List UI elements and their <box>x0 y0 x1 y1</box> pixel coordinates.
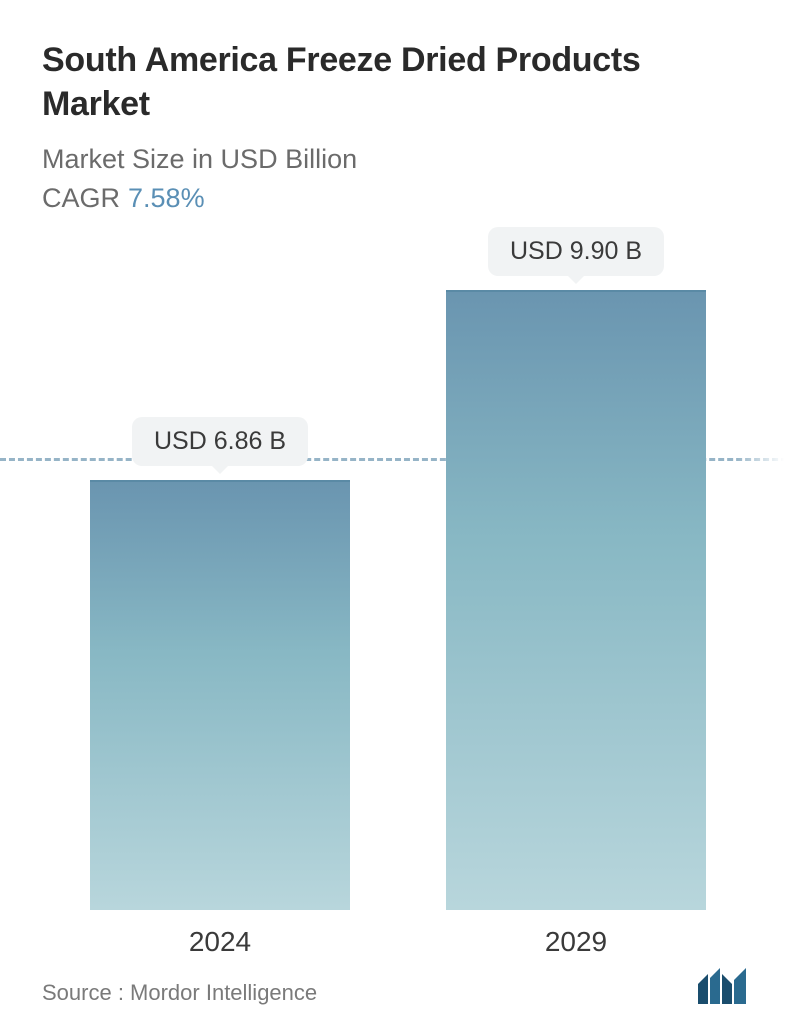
cagr-value: 7.58% <box>128 183 205 213</box>
chart-area: USD 6.86 B 2024 USD 9.90 B 2029 <box>0 260 796 910</box>
cagr-row: CAGR 7.58% <box>42 183 754 214</box>
footer: Source : Mordor Intelligence <box>42 966 754 1006</box>
chart-subtitle: Market Size in USD Billion <box>42 144 754 175</box>
year-label-0: 2024 <box>189 926 251 958</box>
bar-group-1: USD 9.90 B 2029 <box>446 227 706 910</box>
bars-wrap: USD 6.86 B 2024 USD 9.90 B 2029 <box>42 260 754 910</box>
value-badge-0: USD 6.86 B <box>132 417 308 466</box>
bar-0 <box>90 480 350 910</box>
bar-1 <box>446 290 706 910</box>
source-text: Source : Mordor Intelligence <box>42 980 317 1006</box>
chart-title: South America Freeze Dried Products Mark… <box>42 38 754 126</box>
bar-group-0: USD 6.86 B 2024 <box>90 417 350 910</box>
value-badge-1: USD 9.90 B <box>488 227 664 276</box>
mordor-logo-icon <box>696 966 754 1006</box>
year-label-1: 2029 <box>545 926 607 958</box>
cagr-label: CAGR <box>42 183 120 213</box>
